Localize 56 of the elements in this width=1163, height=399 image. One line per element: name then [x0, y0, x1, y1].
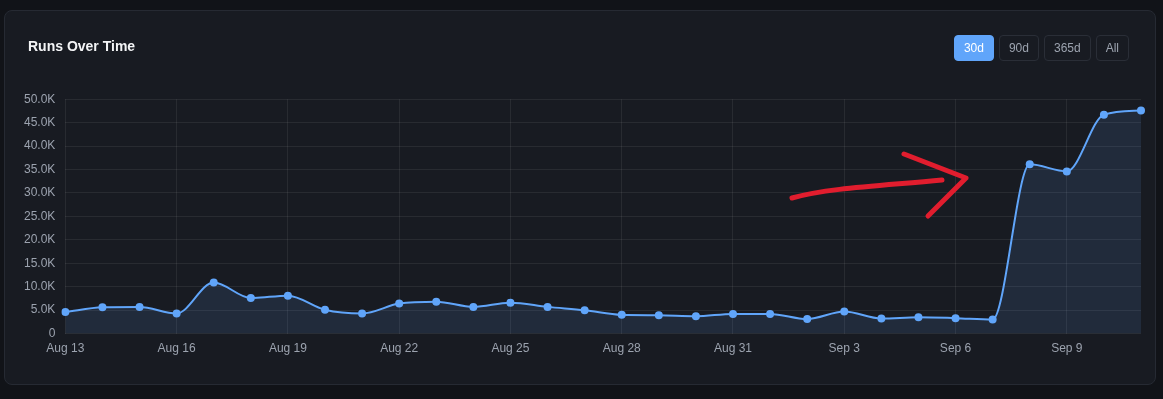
point	[914, 313, 923, 322]
point	[1025, 160, 1034, 169]
point	[691, 312, 700, 321]
point	[988, 315, 997, 324]
y-tick-label: 10.0K	[24, 279, 56, 294]
point	[951, 314, 960, 323]
x-tick-label: Aug 25	[491, 341, 530, 356]
x-tick-label: Aug 22	[380, 341, 419, 356]
point	[283, 291, 292, 300]
point	[1062, 167, 1071, 176]
point	[395, 299, 404, 308]
point	[617, 310, 626, 319]
x-tick-label: Sep 6	[939, 341, 972, 356]
x-tick-label: Aug 16	[157, 341, 196, 356]
point	[1099, 110, 1108, 119]
x-tick-label: Aug 31	[713, 341, 753, 356]
point	[172, 309, 181, 318]
x-tick-label: Aug 28	[602, 341, 642, 356]
x-tick-label: Aug 19	[268, 341, 308, 356]
point	[246, 293, 255, 302]
point	[729, 309, 737, 318]
point	[877, 314, 886, 323]
y-tick-label: 30.0K	[24, 185, 56, 200]
point	[321, 305, 329, 314]
y-tick-label: 40.0K	[24, 138, 56, 153]
text: 30d	[953, 35, 994, 61]
y-tick-label: 5.0K	[30, 302, 56, 317]
point	[135, 302, 144, 311]
point	[766, 309, 775, 318]
y-tick-label: 35.0K	[24, 161, 56, 176]
x-tick-label: Aug 13	[46, 341, 85, 356]
point	[654, 311, 663, 320]
y-tick-label: 50.0K	[24, 91, 56, 106]
text: 90d	[998, 35, 1039, 61]
point	[1137, 106, 1145, 115]
x-tick-label: Sep 9	[1051, 341, 1083, 356]
point	[61, 308, 70, 317]
text: 365d	[1043, 35, 1091, 61]
y-tick-label: 15.0K	[24, 255, 56, 270]
text: All	[1095, 35, 1129, 61]
point	[803, 315, 812, 324]
point	[840, 307, 849, 316]
point	[506, 298, 515, 307]
point	[432, 297, 441, 306]
y-tick-label: 45.0K	[24, 114, 56, 129]
point	[469, 302, 478, 311]
x-tick-label: Sep 3	[828, 341, 861, 356]
point	[358, 309, 367, 318]
y-tick-label: 20.0K	[24, 232, 56, 247]
chart-title: Runs Over Time	[28, 38, 136, 54]
point	[98, 303, 107, 312]
point	[580, 306, 589, 315]
point	[209, 278, 218, 287]
y-tick-label: 0	[48, 325, 56, 340]
point	[543, 302, 552, 311]
y-tick-label: 25.0K	[24, 208, 56, 223]
